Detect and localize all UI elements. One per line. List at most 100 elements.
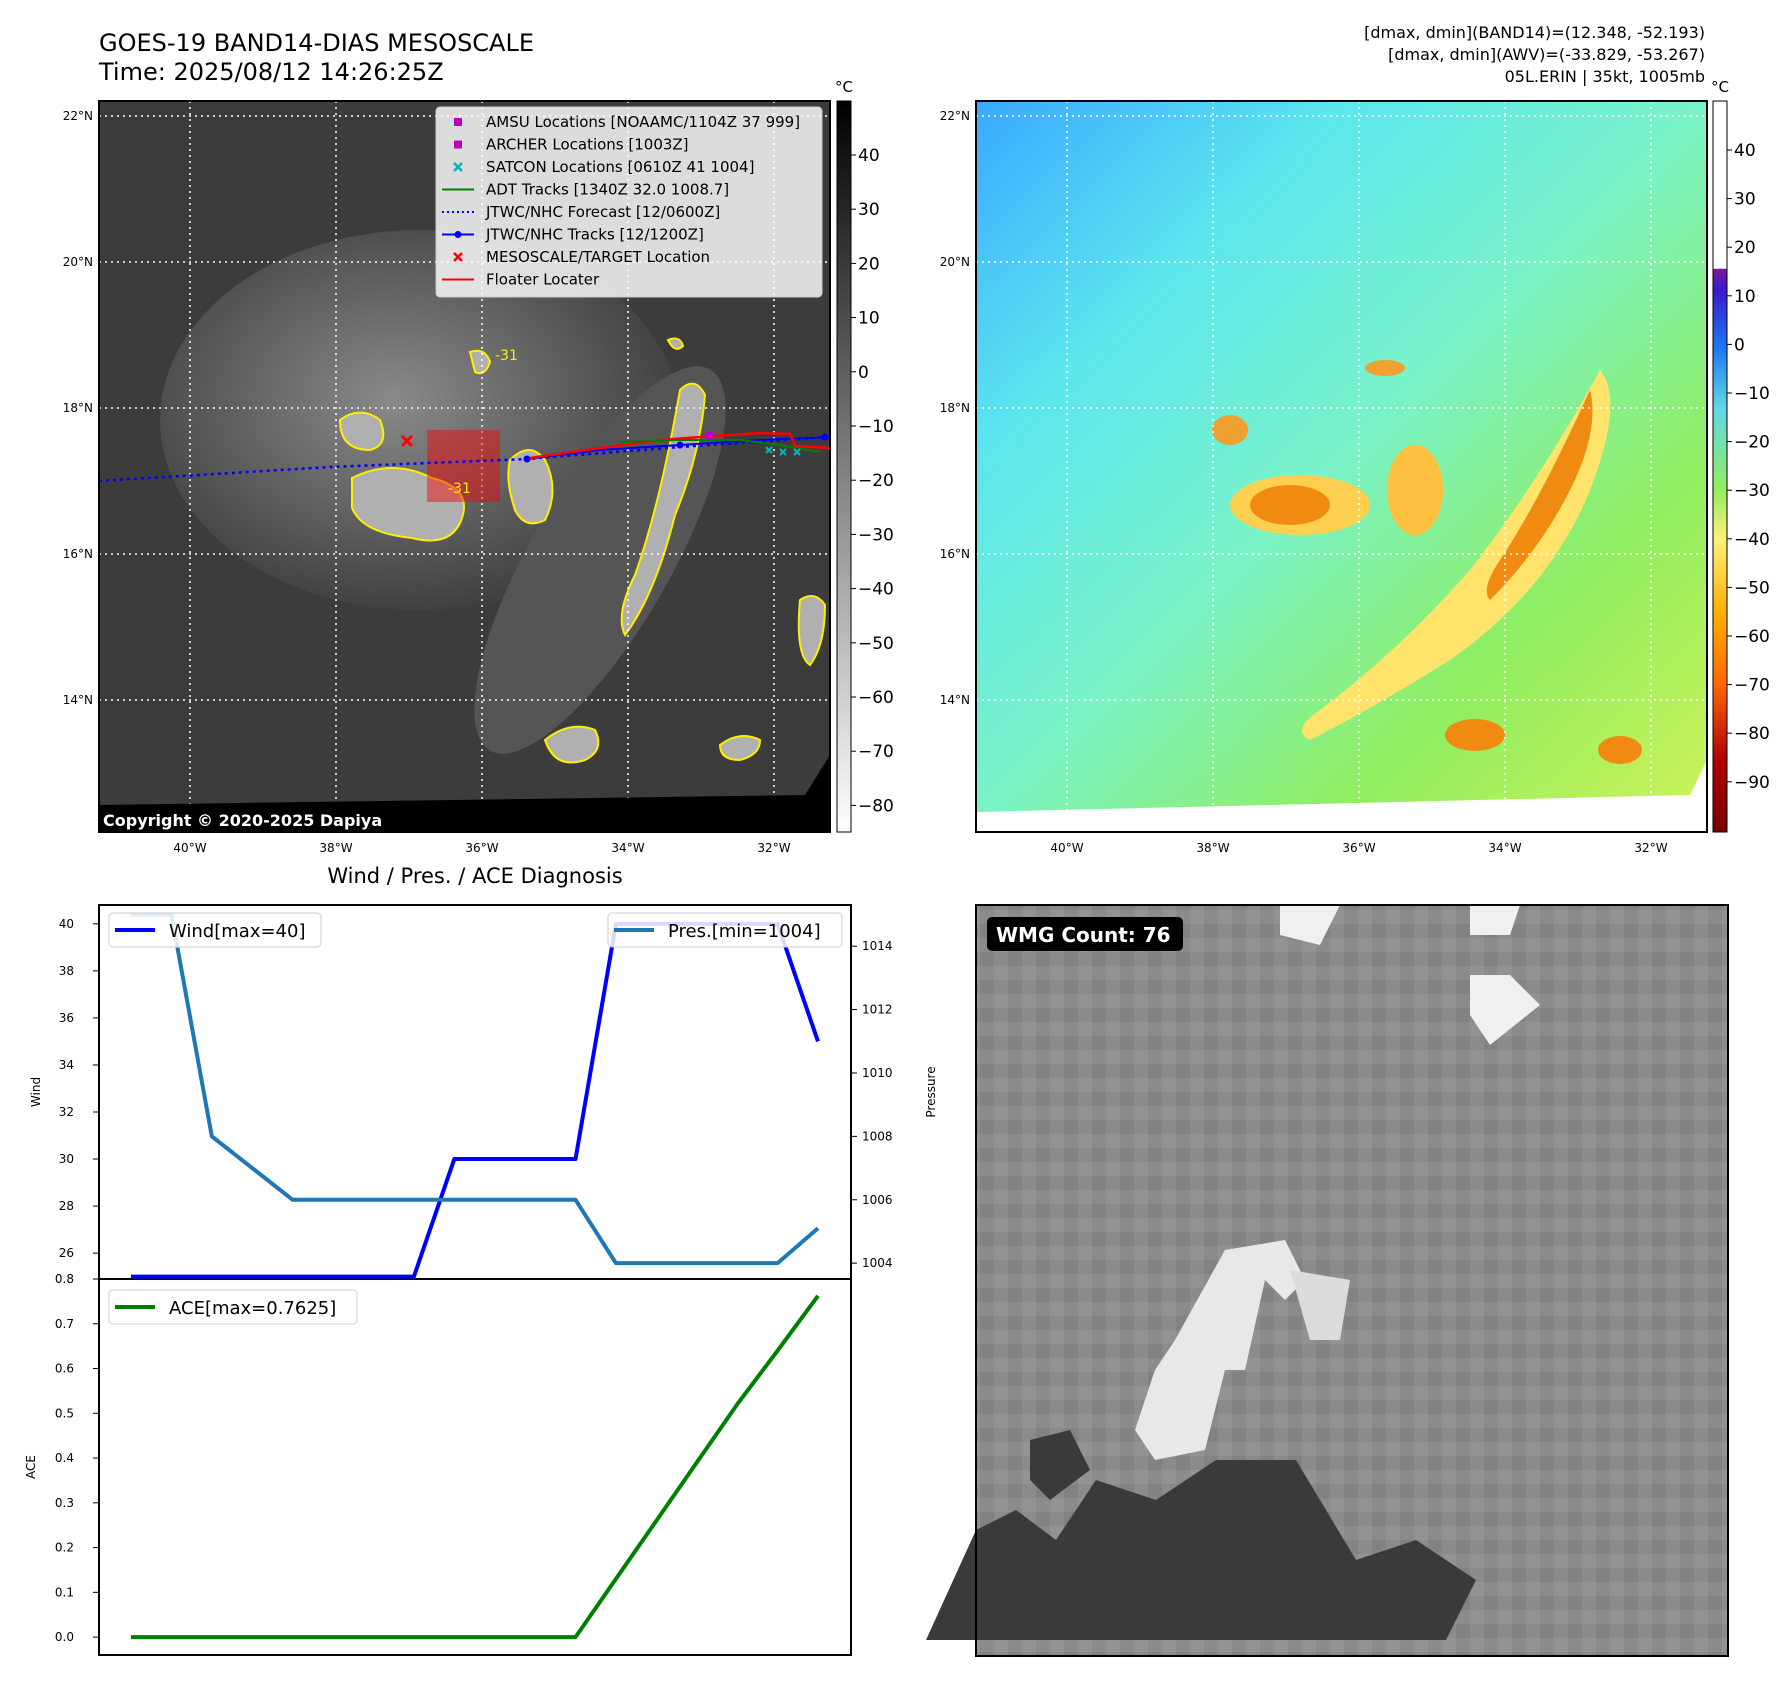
ir-colorbar-tick-label: −40 <box>858 580 894 600</box>
wv-colorbar-tick-label: −40 <box>1734 530 1770 550</box>
wv-convection-band <box>1302 370 1611 740</box>
lon-label: 34°W <box>611 841 644 855</box>
wv-convection-cell <box>1387 445 1443 535</box>
wv-map-panel: 22°N 20°N 18°N 16°N 14°N 40°W 38°W 36°W 34°W 32°… <box>940 100 1708 855</box>
pressure-tick-label: 1006 <box>862 1193 893 1207</box>
ace-axis: 0.8 0.7 0.6 0.5 0.4 0.3 0.2 0.1 0.0 <box>55 1272 99 1644</box>
figure-time: Time: 2025/08/12 14:26:25Z <box>98 58 444 86</box>
lat-label: 14°N <box>63 693 93 707</box>
contour-blob <box>620 382 707 637</box>
ir-colorbar-tick-label: −60 <box>858 688 894 708</box>
wv-colorbar-tick-label: −10 <box>1734 384 1770 404</box>
figure-title: GOES-19 BAND14-DIAS MESOSCALE <box>99 29 534 57</box>
wind-tick-label: 28 <box>59 1199 74 1213</box>
ace-tick-label: 0.8 <box>55 1272 74 1286</box>
wv-lon-axis: 40°W 38°W 36°W 34°W 32°W <box>1050 841 1667 855</box>
contour-blob <box>666 337 685 350</box>
wind-tick-label: 30 <box>59 1152 74 1166</box>
jtwc-track-point <box>523 455 531 463</box>
legend-box <box>435 106 823 298</box>
lat-label: 20°N <box>940 255 970 269</box>
legend-label: Floater Locater <box>486 271 600 289</box>
lat-label: 22°N <box>940 109 970 123</box>
legend-label: MESOSCALE/TARGET Location <box>486 248 710 266</box>
jtwc-track-point <box>821 433 829 441</box>
ir-colorbar-tick-label: −10 <box>858 417 894 437</box>
wind-tick-label: 26 <box>59 1246 74 1260</box>
legend-label: JTWC/NHC Forecast [12/0600Z] <box>485 203 720 221</box>
wind-axis-label: Wind <box>29 1077 43 1107</box>
wind-tick-label: 40 <box>59 917 74 931</box>
wv-colorbar-tick-label: −80 <box>1734 724 1770 744</box>
wmg-cold-region <box>926 1460 1476 1640</box>
wmg-light-region <box>1280 905 1540 1045</box>
wmg-panel: WMG Count: 76 <box>926 904 1729 1657</box>
ir-lat-axis: 22°N 20°N 18°N 16°N 14°N <box>63 109 93 707</box>
lat-label: 18°N <box>940 401 970 415</box>
mesoscale-target-box <box>427 430 500 502</box>
ace-tick-label: 0.4 <box>55 1451 74 1465</box>
contour-blob <box>338 411 385 452</box>
wv-colorbar-tick-label: −30 <box>1734 481 1770 501</box>
diagnosis-panel: Wind / Pres. / ACE Diagnosis Wind Pressu… <box>24 864 938 1656</box>
ace-legend-label: ACE[max=0.7625] <box>169 1298 336 1319</box>
lon-label: 36°W <box>465 841 498 855</box>
ir-colorbar-gradient <box>836 100 852 833</box>
ace-series-line <box>131 1294 820 1640</box>
wv-convection-core <box>1486 390 1593 600</box>
wind-series-line <box>131 921 820 1279</box>
satcon-markers <box>765 446 801 456</box>
info-storm: 05L.ERIN | 35kt, 1005mb <box>1505 67 1705 86</box>
contour-blob <box>718 735 762 762</box>
pressure-tick-label: 1014 <box>862 939 893 953</box>
wv-colorbar-tick-label: 10 <box>1734 287 1756 307</box>
ace-axis-label: ACE <box>24 1455 38 1479</box>
ir-colorbar: °C 40 30 20 10 0 −10 −20 −30 −40 −50 −60 −70 −80 <box>835 78 894 833</box>
pressure-tick-label: 1012 <box>862 1003 893 1017</box>
ace-tick-label: 0.6 <box>55 1362 74 1376</box>
wv-colorbar: °C 40 30 20 10 0 −10 −20 −30 −40 −50 −60 −70 −80 −90 <box>1711 78 1770 833</box>
legend-label: JTWC/NHC Tracks [12/1200Z] <box>485 226 704 244</box>
ace-tick-label: 0.5 <box>55 1406 74 1420</box>
wv-colorbar-tick-label: 20 <box>1734 238 1756 258</box>
wmg-cold-region <box>1030 1430 1090 1500</box>
wind-tick-label: 36 <box>59 1011 74 1025</box>
wmg-count-label: WMG Count: 76 <box>996 923 1171 947</box>
ir-colorbar-tick-label: 10 <box>858 309 880 329</box>
floater-locater-line <box>529 431 831 460</box>
ir-colorbar-tick-label: 0 <box>858 363 869 383</box>
wv-colorbar-gradient <box>1712 100 1728 833</box>
ir-contours <box>338 337 827 764</box>
ace-plot-frame <box>98 1278 852 1656</box>
wv-map-frame <box>975 100 1708 833</box>
pressure-tick-label: 1008 <box>862 1129 893 1143</box>
ace-tick-label: 0.1 <box>55 1585 74 1599</box>
legend-marker <box>453 162 463 172</box>
ir-colorbar-tick-label: 40 <box>858 146 880 166</box>
ir-colorbar-unit: °C <box>835 78 853 96</box>
wv-gridlines <box>976 101 1707 832</box>
wv-colorbar-tick-label: −90 <box>1734 773 1770 793</box>
wv-convection-cell <box>1598 736 1642 764</box>
lon-label: 40°W <box>173 841 206 855</box>
pressure-tick-label: 1010 <box>862 1066 893 1080</box>
lat-label: 22°N <box>63 109 93 123</box>
ace-tick-label: 0.0 <box>55 1630 74 1644</box>
lon-label: 34°W <box>1488 841 1521 855</box>
info-band14-range: [dmax, dmin](BAND14)=(12.348, -52.193) <box>1364 23 1705 42</box>
wv-data-area <box>976 101 1707 812</box>
lon-label: 32°W <box>757 841 790 855</box>
wind-legend: Wind[max=40] <box>108 912 322 948</box>
wmg-warm-region <box>1135 1240 1305 1460</box>
ir-map-frame <box>98 100 831 833</box>
legend-label: AMSU Locations [NOAAMC/1104Z 37 999] <box>486 113 800 131</box>
ir-colorbar-tick-label: −70 <box>858 742 894 762</box>
wv-convection-cell <box>1212 415 1248 445</box>
wind-axis: 40 38 36 34 32 30 28 26 <box>59 917 99 1260</box>
wind-tick-label: 38 <box>59 964 74 978</box>
lat-label: 16°N <box>940 547 970 561</box>
wv-convection-cell <box>1250 485 1330 525</box>
ir-colorbar-tick-label: −20 <box>858 471 894 491</box>
lat-label: 16°N <box>63 547 93 561</box>
ir-map-panel: -31 -31 AMSU Locations [NOAAMC/1104Z 37 … <box>63 100 831 855</box>
